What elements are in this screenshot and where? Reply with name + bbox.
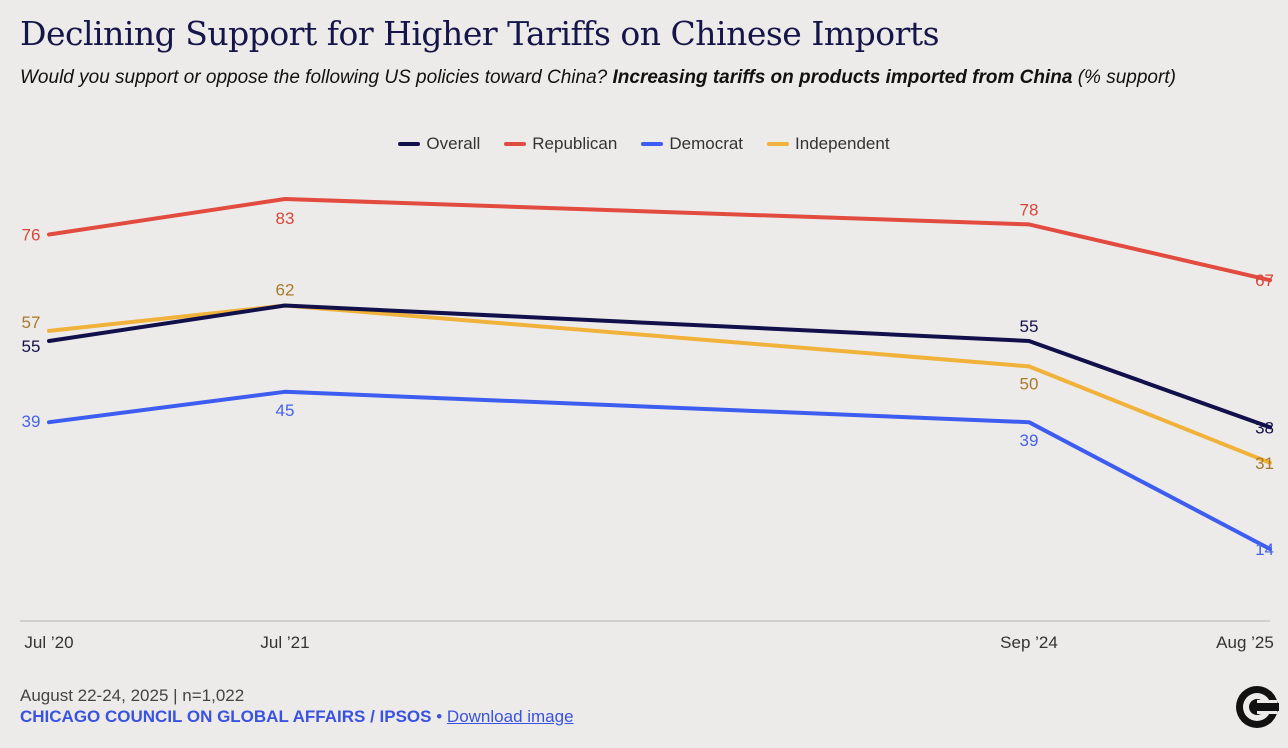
legend-swatch (398, 142, 421, 146)
x-tick-labels: Jul ’20 Jul ’21 Sep ’24 Aug ’25 (24, 633, 1273, 652)
x-tick-label: Jul ’21 (260, 633, 309, 652)
source-credit: CHICAGO COUNCIL ON GLOBAL AFFAIRS / IPSO… (20, 707, 574, 727)
legend-swatch (767, 142, 790, 146)
legend-item-democrat: Democrat (641, 134, 743, 154)
chicago-council-logo-icon[interactable] (1234, 684, 1280, 730)
subtitle-emphasis: Increasing tariffs on products imported … (612, 67, 1073, 88)
data-label-overall: 55 (22, 337, 41, 356)
data-label-republican: 78 (1020, 200, 1039, 219)
series-line-republican (47, 197, 1272, 283)
data-labels: 55 55 38 76 83 78 67 39 45 39 14 57 62 50 31 (22, 200, 1274, 559)
data-label-republican: 67 (1255, 271, 1274, 290)
legend-label: Republican (532, 134, 618, 153)
legend-label: Democrat (669, 134, 744, 153)
data-label-independent: 62 (276, 281, 295, 300)
series-line-independent (47, 303, 1272, 465)
source-name: CHICAGO COUNCIL ON GLOBAL AFFAIRS / IPSO… (20, 707, 432, 726)
chart-title: Declining Support for Higher Tariffs on … (20, 14, 940, 53)
series-lines (47, 197, 1272, 551)
data-label-independent: 50 (1020, 374, 1039, 393)
data-label-republican: 76 (22, 226, 41, 245)
x-tick-label: Jul ’20 (24, 633, 73, 652)
data-label-overall: 38 (1255, 418, 1274, 437)
series-line-overall (47, 303, 1272, 430)
legend-item-overall: Overall (398, 134, 480, 154)
survey-date-sample: August 22-24, 2025 | n=1,022 (20, 686, 245, 705)
legend-label: Independent (795, 134, 890, 153)
subtitle-suffix: (% support) (1077, 67, 1176, 88)
source-separator: • (436, 707, 443, 726)
data-label-independent: 57 (22, 313, 41, 332)
data-label-overall: 55 (1020, 317, 1039, 336)
data-label-democrat: 14 (1255, 540, 1274, 559)
data-label-democrat: 45 (276, 401, 295, 420)
legend-swatch (504, 142, 527, 146)
chart-subtitle: Would you support or oppose the followin… (20, 66, 1260, 90)
series-line-democrat (47, 389, 1272, 551)
chart-legend: Overall Republican Democrat Independent (0, 134, 1288, 154)
x-tick-label: Sep ’24 (1000, 633, 1058, 652)
subtitle-question: Would you support or oppose the followin… (20, 67, 608, 88)
data-label-democrat: 39 (22, 412, 41, 431)
data-label-independent: 31 (1255, 454, 1274, 473)
legend-swatch (641, 142, 664, 146)
download-image-link[interactable]: Download image (446, 707, 574, 726)
data-label-republican: 83 (276, 209, 295, 228)
legend-item-republican: Republican (504, 134, 617, 154)
data-label-democrat: 39 (1020, 431, 1039, 450)
legend-item-independent: Independent (767, 134, 890, 154)
x-tick-label: Aug ’25 (1216, 633, 1274, 652)
legend-label: Overall (426, 134, 481, 153)
